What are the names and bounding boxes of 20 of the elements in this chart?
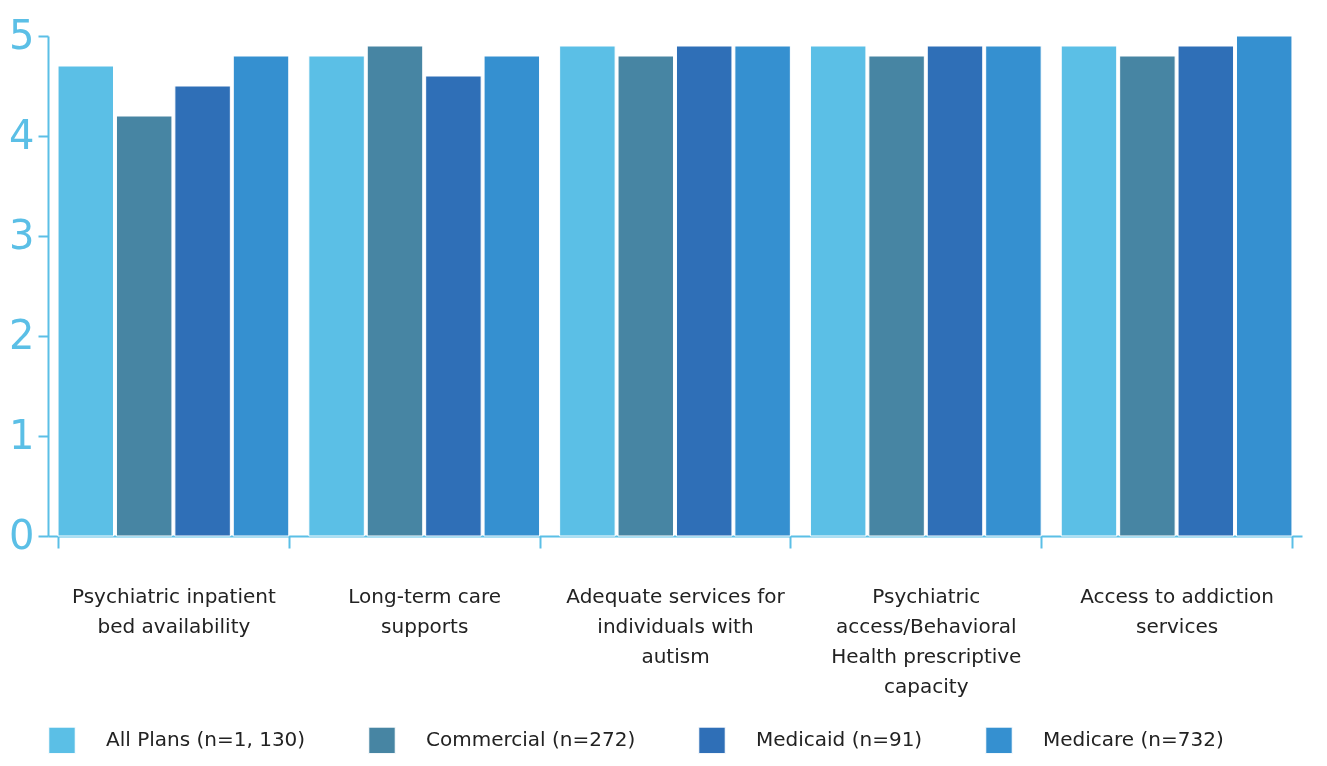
legend-label: Medicare (n=732): [1043, 727, 1224, 752]
legend-label: Commercial (n=272): [426, 727, 636, 752]
bar: [926, 45, 984, 537]
bar: [366, 45, 424, 537]
y-tick-label: 1: [9, 411, 35, 458]
x-tick-label: Psychiatric access/Behavioral Health prescriptive capacity: [831, 583, 1022, 698]
x-tick-label: Access to addiction services: [1080, 583, 1274, 638]
legend-label: All Plans (n=1, 130): [106, 727, 306, 752]
y-tick-label: 0: [9, 511, 35, 558]
x-tick-label: Long-term care supports: [348, 583, 502, 638]
legend-label: Medicaid (n=91): [756, 727, 923, 752]
y-tick-label: 2: [9, 311, 35, 358]
bar: [232, 55, 290, 537]
bar: [985, 45, 1042, 537]
x-tick-label: Adequate services for individuals with autism: [566, 583, 786, 668]
y-tick-label: 5: [9, 11, 35, 58]
x-tick-label: Psychiatric inpatient bed availability: [71, 583, 276, 638]
y-tick-label: 4: [9, 111, 35, 158]
y-tick-label: 3: [9, 211, 35, 258]
bar: [1235, 35, 1293, 537]
